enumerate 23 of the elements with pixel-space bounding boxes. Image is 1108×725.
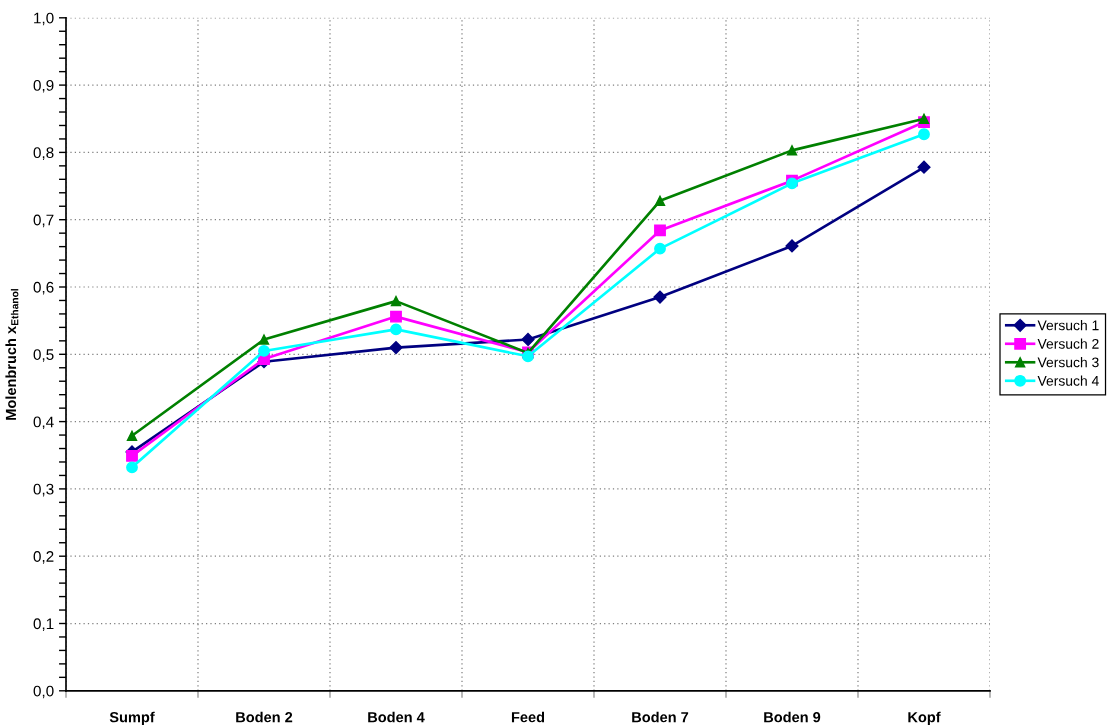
x-tick-label: Boden 4	[368, 711, 425, 723]
y-tick-label: 1,0	[34, 12, 54, 26]
y-axis-title: Molenbruch x$_{Ethanol}$	[5, 289, 19, 420]
y-tick-label: 0,7	[33, 214, 54, 228]
y-tick-label: 0,4	[33, 416, 54, 430]
legend-label: Versuch 1	[1037, 320, 1099, 331]
x-tick-label: Sumpf	[109, 711, 155, 725]
y-tick-label: 0,0	[33, 685, 54, 699]
x-tick-label: Kopf	[908, 711, 941, 725]
y-tick-label: 0,9	[33, 79, 54, 93]
legend-label: Versuch 2	[1037, 338, 1099, 349]
legend-label: Versuch 4	[1037, 375, 1099, 386]
x-tick-label: Boden 9	[764, 711, 821, 723]
y-tick-label: 0,8	[33, 147, 54, 160]
x-tick-label: Feed	[511, 711, 545, 723]
y-tick-label: 0,6	[33, 281, 54, 295]
y-tick-label: 0,5	[33, 349, 54, 362]
y-tick-label: 0,1	[33, 618, 54, 631]
x-tick-label: Boden 2	[236, 711, 293, 723]
x-tick-label: Boden 7	[632, 711, 689, 723]
y-tick-label: 0,2	[33, 551, 54, 564]
y-tick-label: 0,3	[33, 483, 54, 497]
legend-label: Versuch 3	[1037, 357, 1099, 368]
